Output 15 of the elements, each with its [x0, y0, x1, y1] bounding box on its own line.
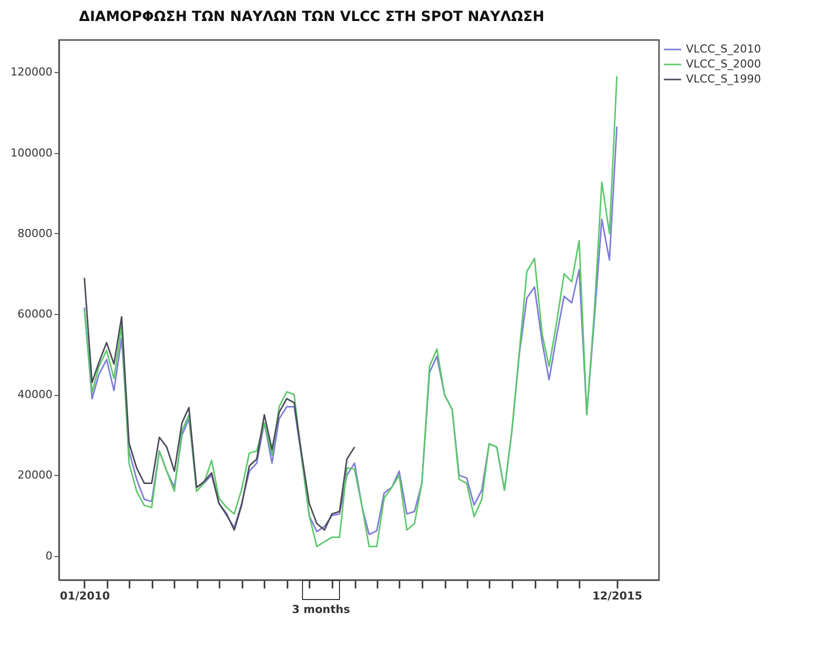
legend-label: VLCC_S_1990: [686, 72, 761, 86]
legend-label: VLCC_S_2000: [686, 58, 761, 70]
y-tick-label: 40000: [18, 388, 52, 402]
y-tick-label: 60000: [18, 308, 52, 321]
y-tick-label: 20000: [18, 468, 52, 482]
legend-label: VLCC_S_2010: [686, 42, 761, 56]
y-tick-label: 0: [46, 549, 52, 562]
text: 3 months: [292, 602, 350, 616]
y-tick-label: 100000: [10, 146, 52, 160]
x-tick-label: 01/2010: [60, 590, 110, 602]
x-tick-label: 12/2015: [592, 590, 642, 602]
y-tick-label: 120000: [10, 66, 52, 79]
y-tick-label: 80000: [18, 226, 52, 240]
line-series: [84, 277, 356, 531]
chart-title: ΔΙΑΜΟΡΦΩΣΗ ΤΩΝ ΝΑΥΛΩΝ ΤΩΝ VLCC ΣΤΗ SPOT ΝΑΥΛΩΣΗ: [79, 9, 544, 25]
